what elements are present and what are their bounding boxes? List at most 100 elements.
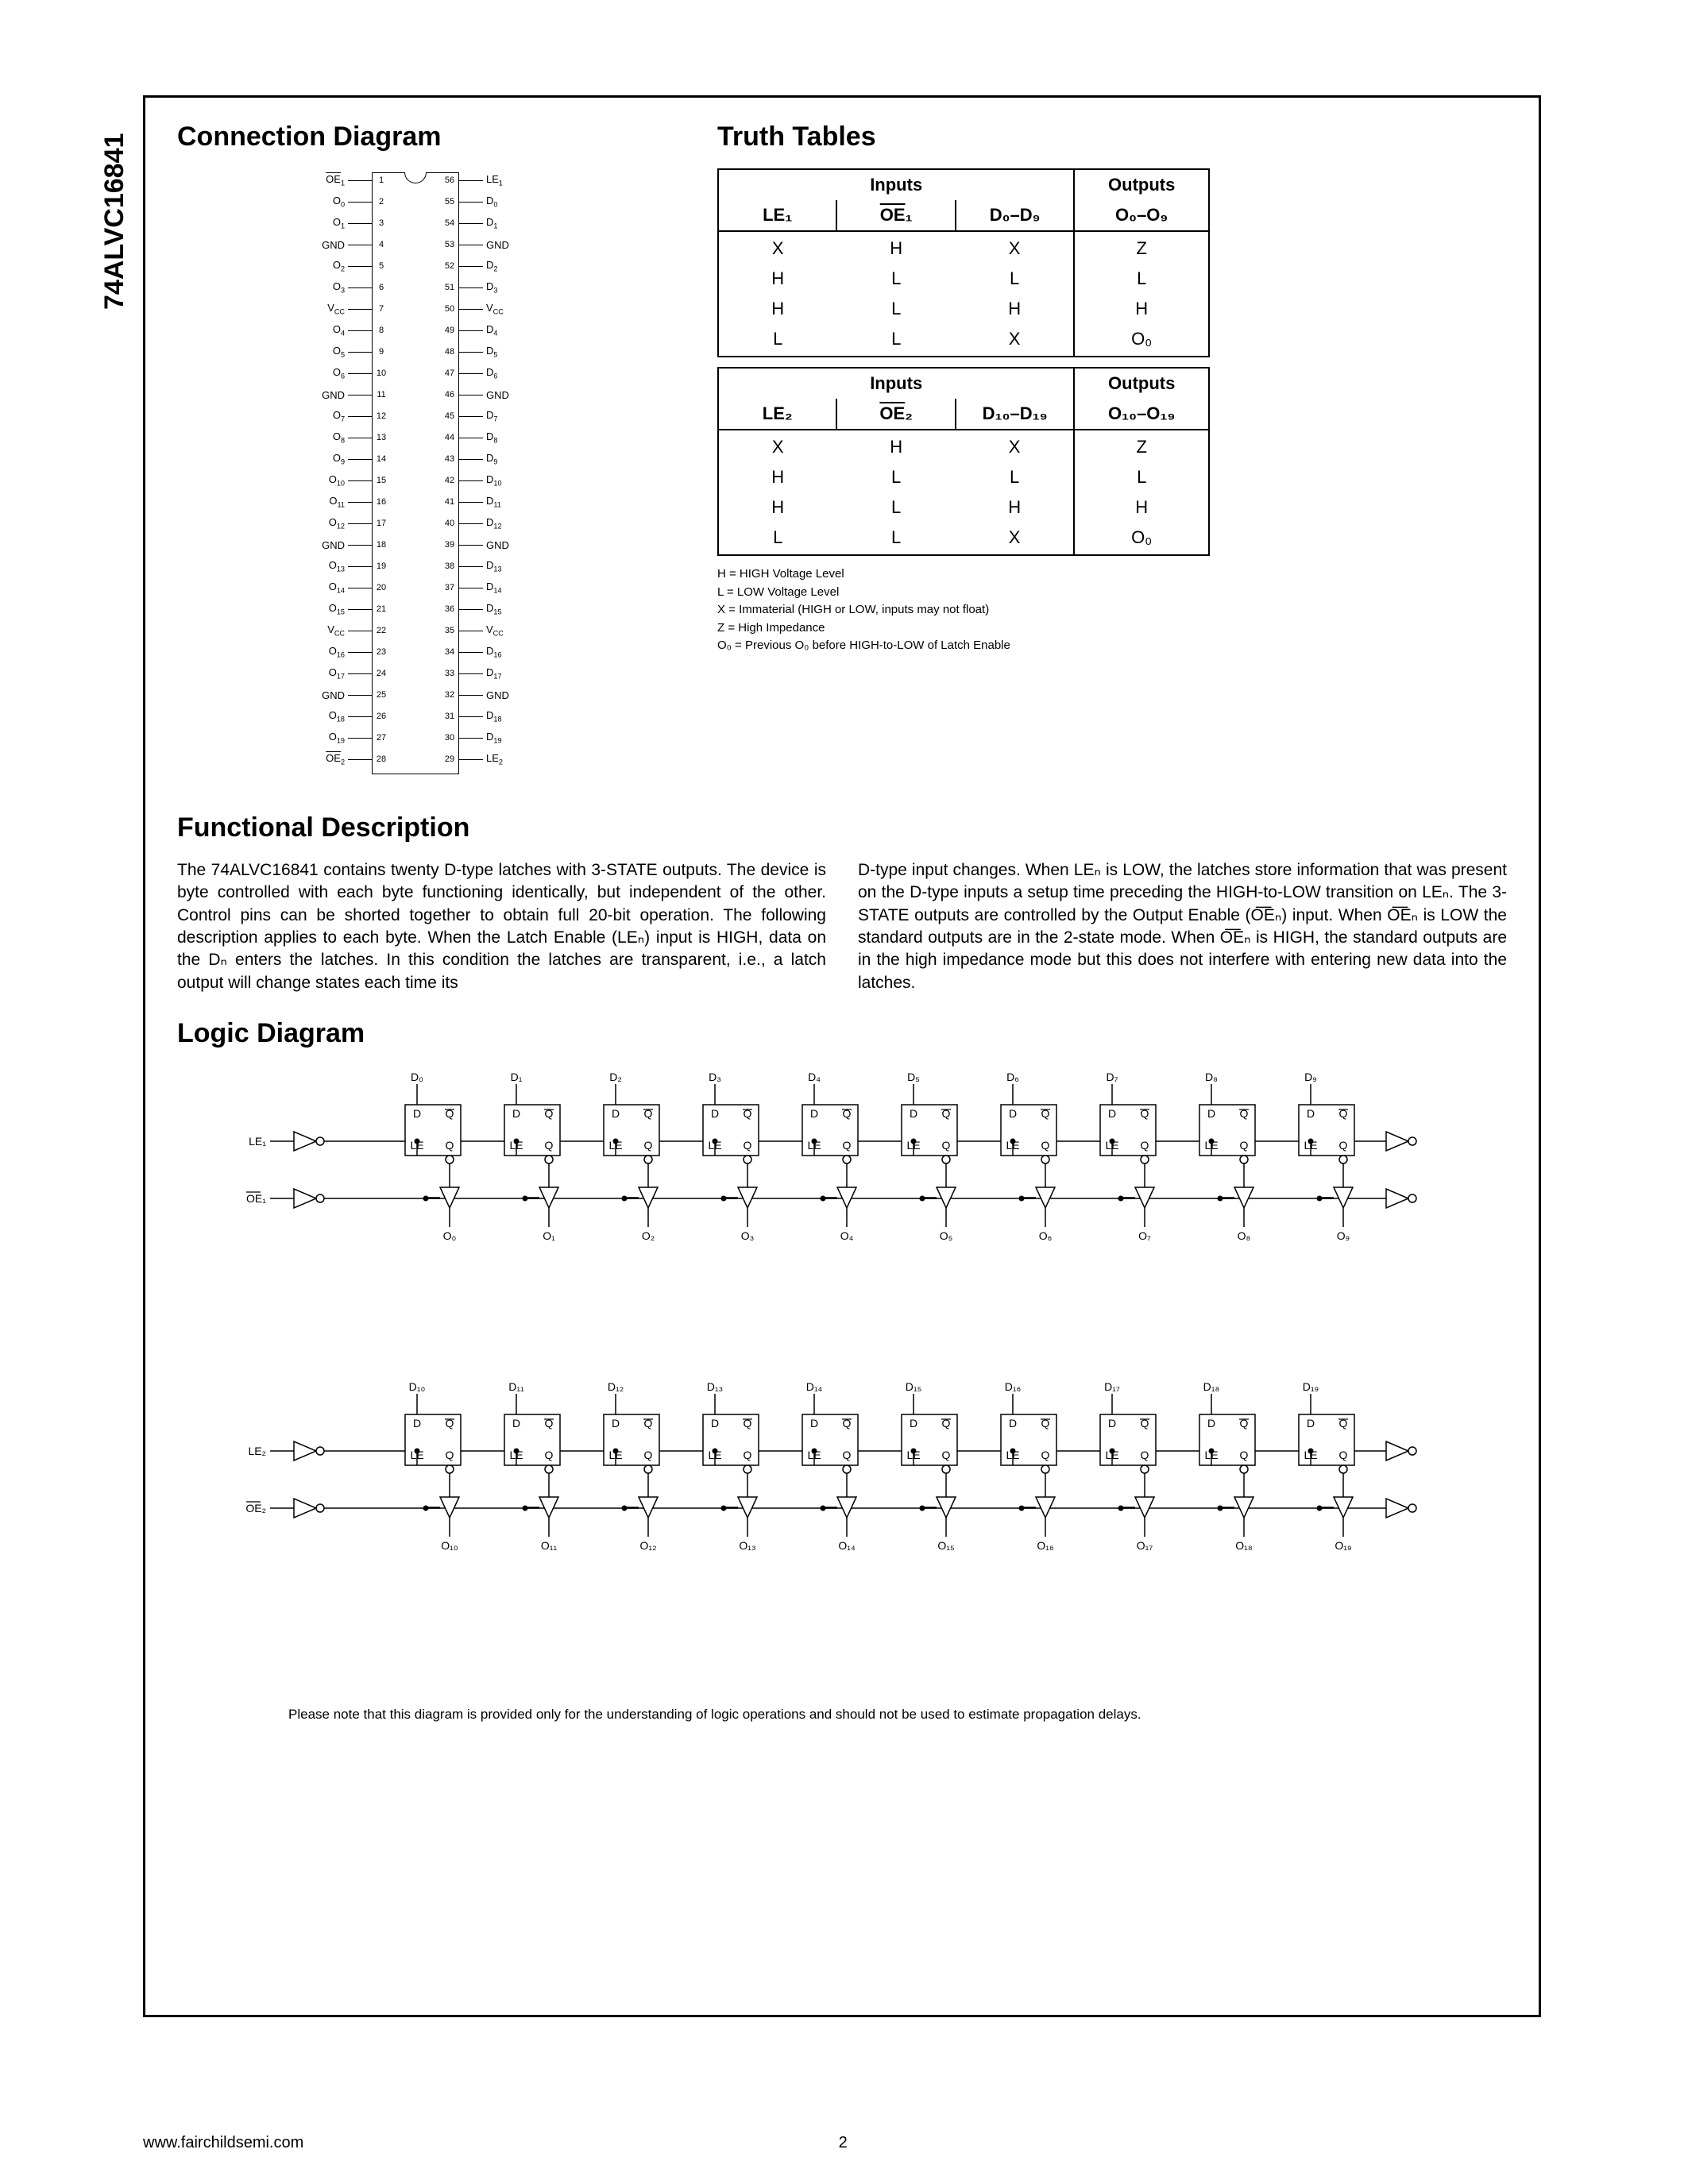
svg-text:O₁₁: O₁₁: [541, 1539, 558, 1552]
truth-tables: InputsOutputsLE₁OE₁D₀–D₉O₀–O₉XHXZHLLLHLH…: [717, 168, 1507, 556]
pin-row: GND453GND: [292, 237, 539, 253]
pin-row: O172433D17: [292, 666, 539, 681]
pin-row: O182631D18: [292, 708, 539, 724]
svg-text:D₆: D₆: [1006, 1071, 1019, 1083]
svg-text:Q: Q: [744, 1449, 752, 1461]
pin-row: O152136D15: [292, 601, 539, 617]
svg-text:O₁₅: O₁₅: [937, 1539, 954, 1552]
svg-text:Q: Q: [843, 1139, 852, 1152]
svg-text:OE₁: OE₁: [246, 1192, 266, 1205]
pin-row: O4849D4: [292, 322, 539, 338]
functional-heading: Functional Description: [177, 812, 1507, 843]
svg-text:O₇: O₇: [1138, 1229, 1151, 1242]
pin-row: O91443D9: [292, 451, 539, 467]
svg-text:D: D: [1207, 1417, 1215, 1430]
svg-text:D: D: [910, 1107, 917, 1120]
svg-text:D₃: D₃: [709, 1071, 721, 1083]
legend-line: O₀ = Previous O₀ before HIGH-to-LOW of L…: [717, 637, 1507, 655]
truth-table-legend: H = HIGH Voltage LevelL = LOW Voltage Le…: [717, 565, 1507, 655]
legend-line: L = LOW Voltage Level: [717, 584, 1507, 602]
svg-text:Q: Q: [1041, 1139, 1050, 1152]
svg-text:O₁₃: O₁₃: [739, 1539, 755, 1552]
svg-text:D: D: [413, 1107, 421, 1120]
pin-row: O61047D6: [292, 365, 539, 381]
pin-row: GND1146GND: [292, 387, 539, 403]
svg-text:D: D: [413, 1417, 421, 1430]
svg-text:O₁₇: O₁₇: [1137, 1539, 1153, 1552]
pin-row: O0255D0: [292, 194, 539, 210]
svg-text:D₁₇: D₁₇: [1104, 1380, 1120, 1393]
svg-text:O₄: O₄: [840, 1229, 854, 1242]
svg-text:OE₂: OE₂: [246, 1502, 266, 1515]
svg-text:D: D: [810, 1107, 818, 1120]
svg-text:O₉: O₉: [1337, 1229, 1350, 1242]
svg-text:D₇: D₇: [1107, 1071, 1118, 1083]
svg-text:D: D: [1009, 1107, 1017, 1120]
svg-text:O₂: O₂: [642, 1229, 655, 1242]
svg-text:D: D: [512, 1107, 520, 1120]
svg-text:D: D: [1108, 1107, 1116, 1120]
svg-text:D₁₅: D₁₅: [906, 1380, 921, 1393]
main-frame: Connection Diagram OE1156LE1O0255D0O1354…: [143, 95, 1541, 2017]
logic-diagram: LE₁OE₁D₀DQLEQO₀D₁DQLEQO₁D₂DQLEQO₂D₃DQLEQ…: [246, 1065, 1438, 1700]
svg-text:O₁: O₁: [543, 1229, 555, 1242]
svg-text:Q: Q: [446, 1139, 454, 1152]
svg-text:Q: Q: [744, 1139, 752, 1152]
svg-text:D: D: [810, 1417, 818, 1430]
pin-row: VCC2235VCC: [292, 623, 539, 639]
svg-text:D: D: [1207, 1107, 1215, 1120]
svg-text:LE₂: LE₂: [248, 1445, 266, 1457]
pin-row: O81344D8: [292, 430, 539, 446]
svg-text:D₁: D₁: [511, 1071, 523, 1083]
svg-text:Q: Q: [1339, 1449, 1348, 1461]
svg-text:O₃: O₃: [741, 1229, 755, 1242]
pin-row: O111641D11: [292, 494, 539, 510]
svg-text:D: D: [612, 1417, 620, 1430]
svg-text:Q: Q: [1141, 1139, 1149, 1152]
legend-line: X = Immaterial (HIGH or LOW, inputs may …: [717, 601, 1507, 619]
svg-text:Q: Q: [1240, 1139, 1249, 1152]
svg-text:Q: Q: [1339, 1139, 1348, 1152]
legend-line: H = HIGH Voltage Level: [717, 565, 1507, 584]
pin-row: O192730D19: [292, 730, 539, 746]
connection-diagram: OE1156LE1O0255D0O1354D1GND453GNDO2552D2O…: [292, 168, 539, 789]
svg-text:D₅: D₅: [907, 1071, 920, 1083]
svg-text:D: D: [512, 1417, 520, 1430]
svg-text:D₁₉: D₁₉: [1303, 1380, 1319, 1393]
svg-text:D₉: D₉: [1304, 1071, 1317, 1083]
footer-page: 2: [839, 2134, 848, 2152]
pin-row: O3651D3: [292, 280, 539, 295]
pin-row: VCC750VCC: [292, 301, 539, 317]
svg-text:D: D: [711, 1417, 719, 1430]
pin-row: O101542D10: [292, 473, 539, 488]
svg-text:D: D: [1307, 1107, 1315, 1120]
svg-text:D₁₀: D₁₀: [409, 1380, 426, 1393]
connection-heading: Connection Diagram: [177, 122, 654, 152]
svg-text:D: D: [711, 1107, 719, 1120]
svg-text:D₄: D₄: [808, 1071, 821, 1083]
truth-tables-heading: Truth Tables: [717, 122, 1507, 152]
pin-row: O71245D7: [292, 408, 539, 424]
footer-url: www.fairchildsemi.com: [143, 2134, 303, 2152]
pin-row: OE22829LE2: [292, 751, 539, 767]
truth-table: InputsOutputsLE₁OE₁D₀–D₉O₀–O₉XHXZHLLLHLH…: [717, 168, 1210, 357]
svg-text:Q: Q: [1141, 1449, 1149, 1461]
svg-text:D₁₈: D₁₈: [1203, 1380, 1220, 1393]
svg-text:Q: Q: [1240, 1449, 1249, 1461]
pin-row: O131938D13: [292, 558, 539, 574]
pin-row: O162334D16: [292, 644, 539, 660]
svg-text:D₁₆: D₁₆: [1005, 1380, 1021, 1393]
svg-text:D₁₂: D₁₂: [608, 1380, 624, 1393]
svg-text:O₆: O₆: [1039, 1229, 1053, 1242]
svg-text:Q: Q: [545, 1139, 554, 1152]
svg-text:D₀: D₀: [411, 1071, 423, 1083]
svg-text:O₁₂: O₁₂: [639, 1539, 656, 1552]
pin-row: O121740D12: [292, 515, 539, 531]
pin-row: GND1839GND: [292, 537, 539, 553]
pin-row: O2552D2: [292, 258, 539, 274]
truth-table: InputsOutputsLE₂OE₂D₁₀–D₁₉O₁₀–O₁₉XHXZHLL…: [717, 367, 1210, 556]
svg-text:O₁₀: O₁₀: [441, 1539, 458, 1552]
functional-text-col-2: D-type input changes. When LEₙ is LOW, t…: [858, 859, 1507, 994]
svg-text:D: D: [1108, 1417, 1116, 1430]
svg-text:LE₁: LE₁: [249, 1135, 266, 1148]
